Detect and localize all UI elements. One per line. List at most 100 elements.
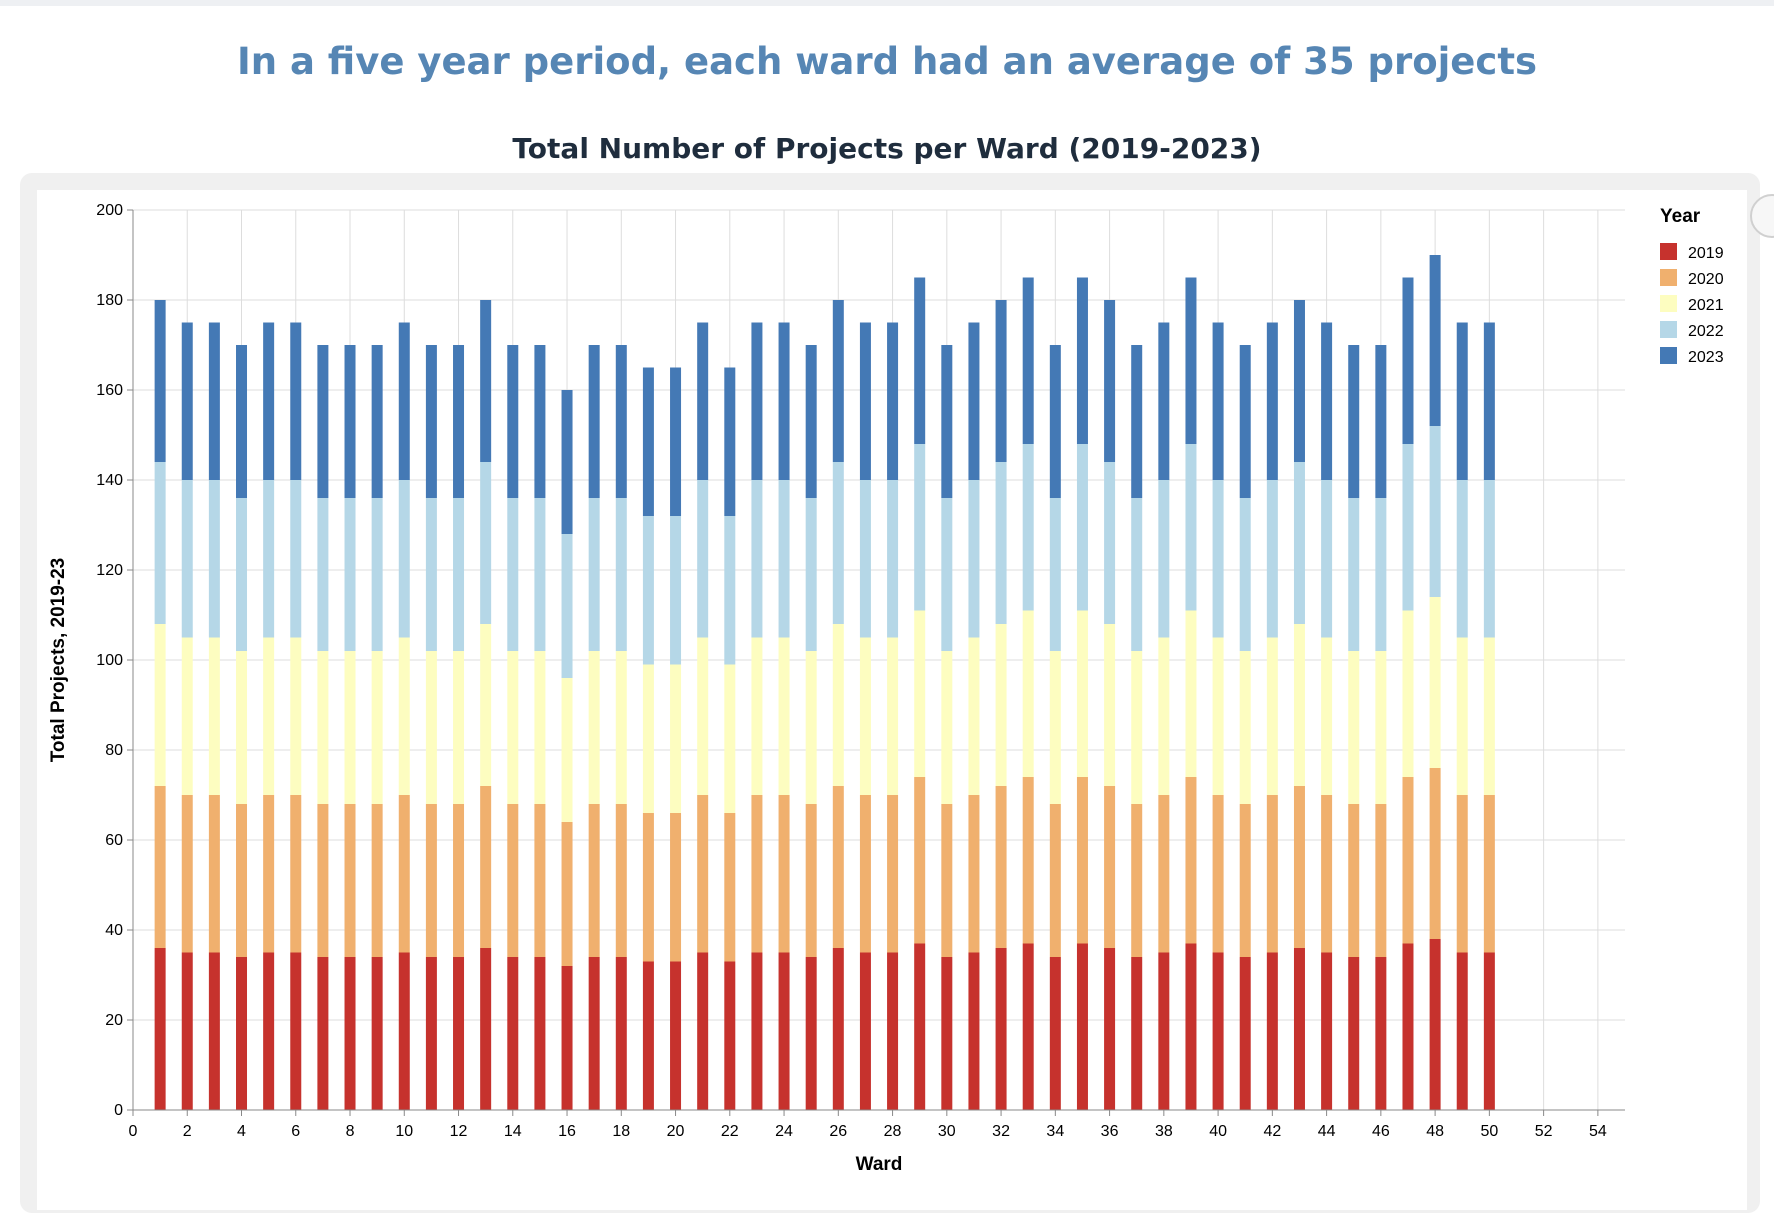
bar-ward-24-year-2022 [778,480,790,638]
bar-ward-42-year-2020 [1266,795,1278,953]
bar-ward-29-year-2021 [914,610,926,777]
bar-ward-24-year-2023 [778,322,790,480]
bar-ward-27-year-2021 [859,637,871,795]
y-tick-label: 100 [96,652,123,669]
bar-ward-46-year-2020 [1375,804,1387,957]
bar-ward-34-year-2022 [1049,498,1061,651]
bar-ward-6-year-2021 [290,637,302,795]
x-tick-label: 16 [558,1123,576,1140]
bar-ward-35-year-2019 [1076,943,1088,1110]
bar-ward-47-year-2019 [1402,943,1414,1110]
bar-ward-13-year-2020 [480,786,492,948]
bar-ward-2-year-2020 [181,795,193,953]
x-tick-label: 54 [1589,1123,1607,1140]
x-tick-label: 52 [1535,1123,1553,1140]
bar-ward-38-year-2023 [1158,322,1170,480]
bar-ward-5-year-2023 [263,322,275,480]
bar-ward-22-year-2021 [724,664,736,813]
bar-ward-10-year-2019 [398,952,410,1110]
legend-swatch-2023 [1660,347,1677,364]
bar-ward-4-year-2023 [236,345,248,498]
legend-swatch-2019 [1660,243,1677,260]
bar-ward-2-year-2021 [181,637,193,795]
y-tick-label: 120 [96,562,123,579]
bar-ward-22-year-2020 [724,813,736,962]
bar-ward-46-year-2021 [1375,651,1387,804]
bar-ward-47-year-2022 [1402,444,1414,611]
x-tick-label: 30 [938,1123,956,1140]
bar-ward-40-year-2019 [1212,952,1224,1110]
x-axis-title: Ward [856,1154,903,1175]
x-tick-label: 36 [1101,1123,1119,1140]
legend-label-2021: 2021 [1688,297,1724,314]
bar-ward-18-year-2022 [615,498,627,651]
bar-ward-11-year-2021 [425,651,437,804]
bar-ward-40-year-2023 [1212,322,1224,480]
y-tick-label: 20 [105,1012,123,1029]
bar-ward-27-year-2019 [859,952,871,1110]
gridlines [132,209,1625,1111]
bar-ward-44-year-2023 [1321,322,1333,480]
bar-ward-20-year-2021 [670,664,682,813]
bar-ward-4-year-2022 [236,498,248,651]
bar-ward-31-year-2021 [968,637,980,795]
bar-ward-33-year-2019 [1022,943,1034,1110]
bar-ward-50-year-2023 [1483,322,1495,480]
bar-ward-13-year-2021 [480,624,492,786]
bar-ward-19-year-2022 [642,516,654,665]
bar-ward-36-year-2019 [1104,948,1116,1110]
legend-label-2020: 2020 [1688,271,1724,288]
page-headline: In a five year period, each ward had an … [236,40,1538,83]
legend-swatch-2022 [1660,321,1677,338]
bar-ward-12-year-2021 [453,651,465,804]
bar-ward-30-year-2023 [941,345,953,498]
bar-ward-39-year-2023 [1185,277,1197,444]
x-tick-label: 34 [1046,1123,1064,1140]
bar-ward-29-year-2023 [914,277,926,444]
x-tick-label: 28 [884,1123,902,1140]
x-tick-label: 6 [291,1123,300,1140]
bar-ward-17-year-2022 [588,498,600,651]
bar-ward-29-year-2022 [914,444,926,611]
legend-swatch-2021 [1660,295,1677,312]
bar-ward-21-year-2019 [697,952,709,1110]
bar-ward-35-year-2021 [1076,610,1088,777]
legend-label-2022: 2022 [1688,323,1724,340]
bar-ward-34-year-2021 [1049,651,1061,804]
bar-ward-24-year-2020 [778,795,790,953]
bar-ward-8-year-2020 [344,804,356,957]
bar-ward-33-year-2022 [1022,444,1034,611]
bar-ward-47-year-2023 [1402,277,1414,444]
bar-ward-34-year-2019 [1049,957,1061,1110]
bar-ward-35-year-2023 [1076,277,1088,444]
bar-ward-15-year-2019 [534,957,546,1110]
bar-ward-3-year-2020 [208,795,220,953]
bar-ward-20-year-2022 [670,516,682,665]
bar-ward-12-year-2020 [453,804,465,957]
bar-ward-37-year-2023 [1131,345,1143,498]
bar-ward-16-year-2019 [561,966,573,1110]
bar-ward-42-year-2023 [1266,322,1278,480]
bar-ward-5-year-2019 [263,952,275,1110]
bar-ward-7-year-2023 [317,345,329,498]
bar-ward-13-year-2023 [480,300,492,462]
bar-ward-50-year-2019 [1483,952,1495,1110]
bar-ward-50-year-2021 [1483,637,1495,795]
bar-ward-13-year-2022 [480,462,492,624]
bar-ward-39-year-2021 [1185,610,1197,777]
bar-ward-41-year-2022 [1239,498,1251,651]
bar-ward-46-year-2019 [1375,957,1387,1110]
x-tick-label: 26 [829,1123,847,1140]
bar-ward-42-year-2019 [1266,952,1278,1110]
top-strip [0,0,1774,6]
bar-ward-21-year-2023 [697,322,709,480]
bar-ward-11-year-2019 [425,957,437,1110]
bar-ward-18-year-2020 [615,804,627,957]
bar-ward-18-year-2023 [615,345,627,498]
bar-ward-43-year-2020 [1293,786,1305,948]
bar-ward-36-year-2022 [1104,462,1116,624]
bar-ward-19-year-2019 [642,961,654,1110]
bar-ward-49-year-2020 [1456,795,1468,953]
x-tick-label: 22 [721,1123,739,1140]
bar-ward-47-year-2020 [1402,777,1414,944]
